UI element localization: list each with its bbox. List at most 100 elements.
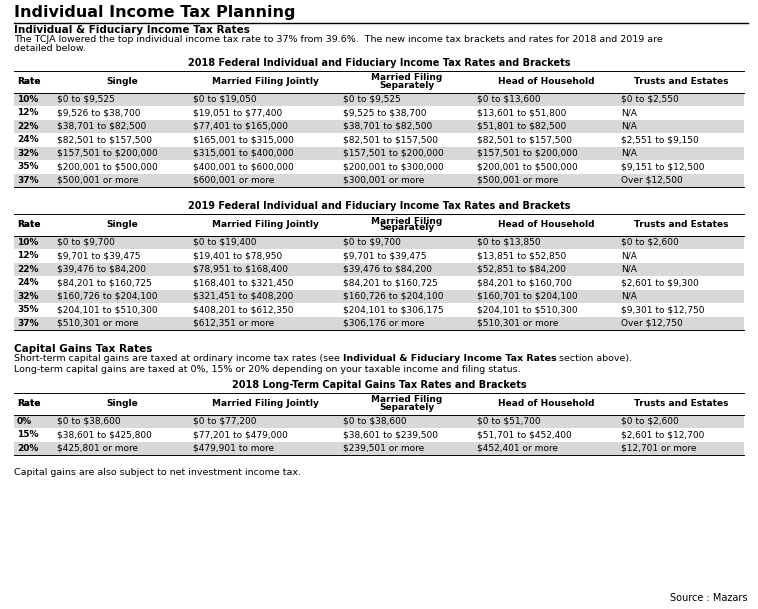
Text: \$0 to \$19,050: \$0 to \$19,050 xyxy=(193,95,257,104)
Text: \$157,501 to \$200,000: \$157,501 to \$200,000 xyxy=(477,149,578,158)
Text: \$0 to \$2,550: \$0 to \$2,550 xyxy=(621,95,678,104)
Text: \$9,526 to \$38,700: \$9,526 to \$38,700 xyxy=(57,108,140,118)
Text: Single: Single xyxy=(106,77,138,86)
Text: 12%: 12% xyxy=(17,108,39,118)
Text: Rate: Rate xyxy=(17,399,40,408)
Bar xyxy=(14,303,744,317)
Text: N/A: N/A xyxy=(621,108,637,118)
Text: \$510,301 or more: \$510,301 or more xyxy=(57,319,139,328)
Text: \$452,401 or more: \$452,401 or more xyxy=(477,444,558,452)
Text: Source : Mazars: Source : Mazars xyxy=(671,593,748,603)
Text: section above).: section above). xyxy=(556,354,633,363)
Text: \$84,201 to \$160,725: \$84,201 to \$160,725 xyxy=(57,278,152,287)
Bar xyxy=(14,276,744,289)
Text: 20%: 20% xyxy=(17,444,39,452)
Text: Married Filing: Married Filing xyxy=(371,74,443,82)
Text: \$239,501 or more: \$239,501 or more xyxy=(343,444,424,452)
Text: \$2,601 to \$12,700: \$2,601 to \$12,700 xyxy=(621,430,704,439)
Text: \$0 to \$77,200: \$0 to \$77,200 xyxy=(193,417,256,426)
Text: \$200,001 to \$500,000: \$200,001 to \$500,000 xyxy=(57,162,158,171)
Bar xyxy=(14,289,744,303)
Text: 12%: 12% xyxy=(17,252,39,260)
Text: \$82,501 to \$157,500: \$82,501 to \$157,500 xyxy=(477,135,572,144)
Text: \$300,001 or more: \$300,001 or more xyxy=(343,176,424,185)
Text: \$19,051 to \$77,400: \$19,051 to \$77,400 xyxy=(193,108,282,118)
Text: \$160,726 to \$204,100: \$160,726 to \$204,100 xyxy=(57,292,158,301)
Bar xyxy=(14,317,744,330)
Text: \$408,201 to \$612,350: \$408,201 to \$612,350 xyxy=(193,305,293,314)
Text: 32%: 32% xyxy=(17,149,39,158)
Text: \$168,401 to \$321,450: \$168,401 to \$321,450 xyxy=(193,278,293,287)
Text: \$612,351 or more: \$612,351 or more xyxy=(193,319,274,328)
Text: \$0 to \$19,400: \$0 to \$19,400 xyxy=(193,238,256,247)
Text: \$0 to \$9,700: \$0 to \$9,700 xyxy=(57,238,115,247)
Text: \$306,176 or more: \$306,176 or more xyxy=(343,319,424,328)
Text: \$38,601 to \$425,800: \$38,601 to \$425,800 xyxy=(57,430,152,439)
Text: \$0 to \$51,700: \$0 to \$51,700 xyxy=(477,417,540,426)
Text: \$160,726 to \$204,100: \$160,726 to \$204,100 xyxy=(343,292,443,301)
Text: \$84,201 to \$160,700: \$84,201 to \$160,700 xyxy=(477,278,572,287)
Text: \$0 to \$38,600: \$0 to \$38,600 xyxy=(57,417,121,426)
Bar xyxy=(14,93,744,106)
Text: Rate: Rate xyxy=(17,77,40,86)
Text: \$84,201 to \$160,725: \$84,201 to \$160,725 xyxy=(343,278,438,287)
Bar xyxy=(14,262,744,276)
Bar xyxy=(14,71,744,93)
Text: \$165,001 to \$315,000: \$165,001 to \$315,000 xyxy=(193,135,294,144)
Text: 32%: 32% xyxy=(17,292,39,301)
Text: Married Filing Jointly: Married Filing Jointly xyxy=(211,399,318,408)
Text: Rate: Rate xyxy=(17,220,40,229)
Text: \$200,001 to \$500,000: \$200,001 to \$500,000 xyxy=(477,162,578,171)
Text: Short-term capital gains are taxed at ordinary income tax rates (see: Short-term capital gains are taxed at or… xyxy=(14,354,343,363)
Text: Single: Single xyxy=(106,399,138,408)
Text: \$38,601 to \$239,500: \$38,601 to \$239,500 xyxy=(343,430,438,439)
Bar xyxy=(14,249,744,262)
Text: Trusts and Estates: Trusts and Estates xyxy=(634,77,728,86)
Text: 37%: 37% xyxy=(17,319,39,328)
Text: \$160,701 to \$204,100: \$160,701 to \$204,100 xyxy=(477,292,578,301)
Text: \$0 to \$2,600: \$0 to \$2,600 xyxy=(621,238,678,247)
Text: Capital gains are also subject to net investment income tax.: Capital gains are also subject to net in… xyxy=(14,468,301,477)
Text: \$13,601 to \$51,800: \$13,601 to \$51,800 xyxy=(477,108,566,118)
Text: 35%: 35% xyxy=(17,162,39,171)
Text: 15%: 15% xyxy=(17,430,39,439)
Text: \$204,101 to \$510,300: \$204,101 to \$510,300 xyxy=(57,305,158,314)
Text: 22%: 22% xyxy=(17,122,39,131)
Text: \$0 to \$38,600: \$0 to \$38,600 xyxy=(343,417,406,426)
Text: Trusts and Estates: Trusts and Estates xyxy=(634,399,728,408)
Text: \$51,801 to \$82,500: \$51,801 to \$82,500 xyxy=(477,122,566,131)
Text: Individual & Fiduciary Income Tax Rates: Individual & Fiduciary Income Tax Rates xyxy=(343,354,556,363)
Text: \$19,401 to \$78,950: \$19,401 to \$78,950 xyxy=(193,252,282,260)
Text: 24%: 24% xyxy=(17,278,39,287)
Text: \$321,451 to \$408,200: \$321,451 to \$408,200 xyxy=(193,292,293,301)
Text: \$38,701 to \$82,500: \$38,701 to \$82,500 xyxy=(343,122,432,131)
Text: \$315,001 to \$400,000: \$315,001 to \$400,000 xyxy=(193,149,294,158)
Text: 37%: 37% xyxy=(17,176,39,185)
Text: \$200,001 to \$300,000: \$200,001 to \$300,000 xyxy=(343,162,443,171)
Bar xyxy=(14,214,744,236)
Text: \$9,525 to \$38,700: \$9,525 to \$38,700 xyxy=(343,108,427,118)
Text: \$500,001 or more: \$500,001 or more xyxy=(57,176,139,185)
Text: \$82,501 to \$157,500: \$82,501 to \$157,500 xyxy=(57,135,152,144)
Text: 2018 Long-Term Capital Gains Tax Rates and Brackets: 2018 Long-Term Capital Gains Tax Rates a… xyxy=(232,380,526,390)
Text: \$0 to \$9,525: \$0 to \$9,525 xyxy=(343,95,401,104)
Bar xyxy=(14,392,744,415)
Bar xyxy=(14,133,744,147)
Text: \$425,801 or more: \$425,801 or more xyxy=(57,444,138,452)
Bar xyxy=(14,442,744,455)
Text: \$39,476 to \$84,200: \$39,476 to \$84,200 xyxy=(57,265,146,274)
Text: 2019 Federal Individual and Fiduciary Income Tax Rates and Brackets: 2019 Federal Individual and Fiduciary In… xyxy=(188,201,570,211)
Text: \$9,701 to \$39,475: \$9,701 to \$39,475 xyxy=(57,252,140,260)
Text: 35%: 35% xyxy=(17,305,39,314)
Text: \$12,701 or more: \$12,701 or more xyxy=(621,444,697,452)
Text: Head of Household: Head of Household xyxy=(498,77,594,86)
Text: N/A: N/A xyxy=(621,122,637,131)
Text: \$0 to \$2,600: \$0 to \$2,600 xyxy=(621,417,678,426)
Text: N/A: N/A xyxy=(621,292,637,301)
Bar xyxy=(14,160,744,174)
Bar xyxy=(14,147,744,160)
Bar xyxy=(14,106,744,119)
Text: \$9,301 to \$12,750: \$9,301 to \$12,750 xyxy=(621,305,704,314)
Text: \$51,701 to \$452,400: \$51,701 to \$452,400 xyxy=(477,430,572,439)
Text: 10%: 10% xyxy=(17,95,39,104)
